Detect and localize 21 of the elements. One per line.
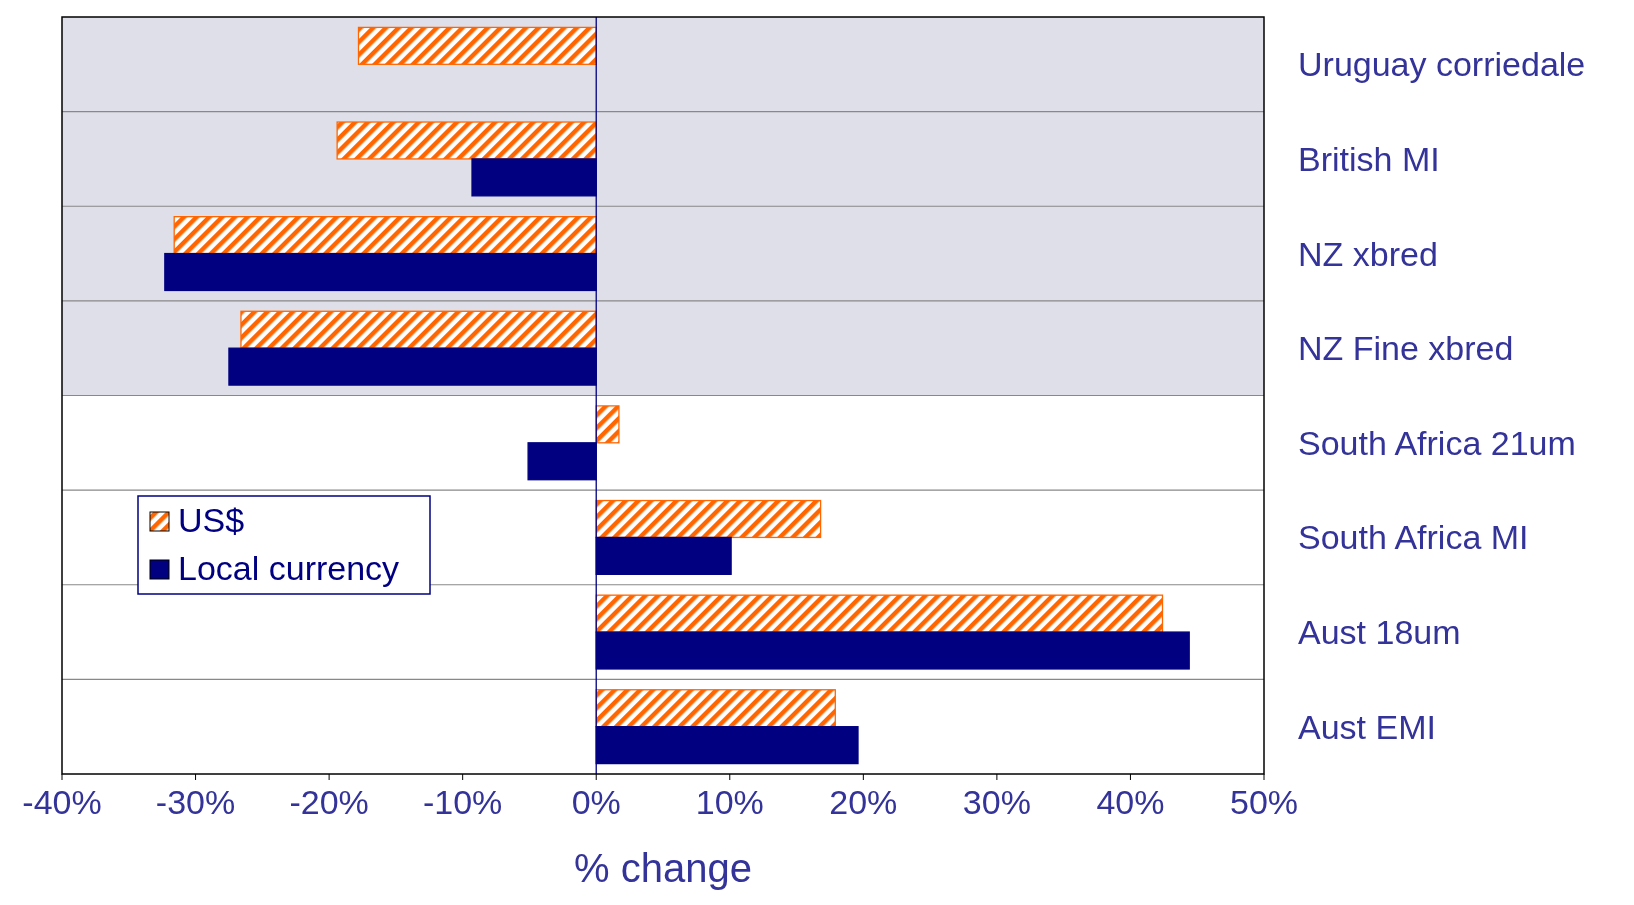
y-tick-label: NZ xbred [1298,234,1438,273]
y-tick-label: British MI [1298,139,1440,178]
y-tick-label: NZ Fine xbred [1298,329,1514,368]
x-tick-label: 50% [1229,783,1299,821]
y-tick-label: South Africa 21um [1298,423,1576,462]
x-tick-label: -30% [155,783,236,821]
x-tick-label: -40% [22,783,102,821]
y-tick-label: Uruguay corriedale [1298,45,1586,84]
x-tick-label: 40% [1096,783,1165,821]
legend-label: US$ [178,501,245,539]
x-tick-label: 10% [695,783,764,821]
y-tick-label: Aust EMI [1298,707,1436,746]
legend-label: Local currency [178,549,400,587]
x-tick-label: 0% [571,783,621,821]
x-tick-label: 30% [962,783,1031,821]
y-tick-label: South Africa MI [1298,518,1529,557]
x-tick-label: -20% [289,783,369,821]
x-axis-title: % change [574,846,752,890]
x-tick-label: 20% [829,783,898,821]
x-tick-label: -10% [422,783,503,821]
y-tick-label: Aust 18um [1298,613,1461,652]
